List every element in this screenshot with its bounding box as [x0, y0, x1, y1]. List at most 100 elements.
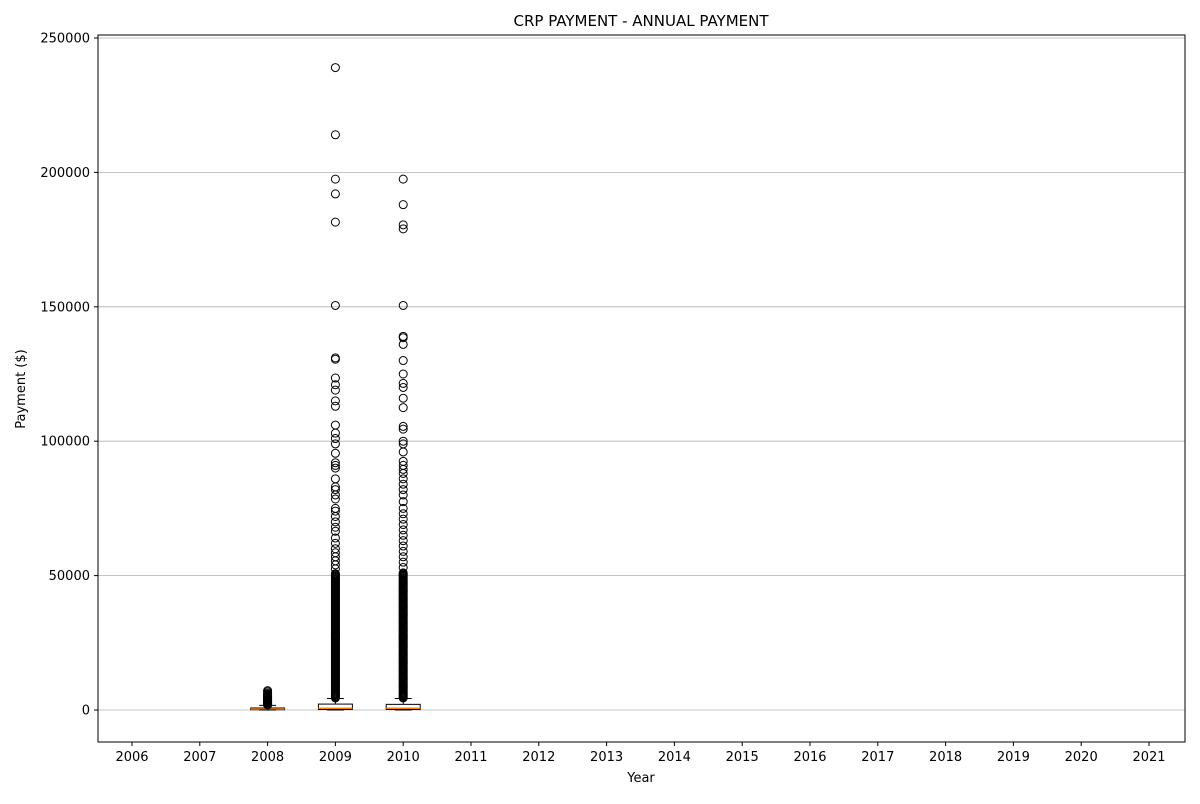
x-tick-label: 2016 [793, 750, 826, 765]
outlier-point [398, 339, 408, 349]
outlier-point [330, 63, 340, 73]
outlier-point [330, 533, 340, 543]
outlier-point [330, 354, 340, 364]
y-tick-label: 150000 [40, 300, 90, 315]
y-tick-label: 250000 [40, 32, 90, 47]
x-tick-label: 2018 [929, 750, 962, 765]
x-tick-label: 2013 [590, 750, 623, 765]
outlier-point [398, 525, 408, 535]
x-tick-label: 2020 [1065, 750, 1098, 765]
x-tick-label: 2008 [251, 750, 284, 765]
outlier-point [398, 497, 408, 507]
outlier-point [398, 520, 408, 530]
outlier-point [398, 541, 408, 551]
outlier-point [330, 506, 340, 516]
x-tick-label: 2019 [997, 750, 1030, 765]
x-tick-label: 2009 [319, 750, 352, 765]
outlier-point [398, 546, 408, 556]
plot-frame [97, 34, 1186, 743]
x-tick-label: 2006 [115, 750, 148, 765]
outlier-point [398, 300, 408, 310]
outlier-point [398, 447, 408, 457]
outlier-point [330, 474, 340, 484]
outlier-point [330, 130, 340, 140]
outlier-point [330, 460, 340, 470]
outlier-point [330, 463, 340, 473]
outlier-point [330, 526, 340, 536]
outlier-point [330, 494, 340, 504]
outlier-point [330, 569, 340, 579]
outlier-point [398, 474, 408, 484]
x-tick-label: 2007 [183, 750, 216, 765]
x-tick-label: 2011 [454, 750, 487, 765]
outlier-point [330, 401, 340, 411]
outlier-point [398, 557, 408, 567]
outlier-point [398, 479, 408, 489]
x-tick-label: 2010 [387, 750, 420, 765]
outlier-point [330, 380, 340, 390]
outlier-point [398, 563, 408, 573]
outlier-point [330, 300, 340, 310]
x-axis-label: Year [626, 771, 655, 786]
outlier-point [330, 396, 340, 406]
y-axis-label: Payment ($) [14, 349, 29, 428]
outlier-point [398, 403, 408, 413]
plot-area: 0 50000 100000 150000 200000 250000 2006 2007 20… [40, 32, 1186, 765]
outlier-point [398, 464, 408, 474]
outlier-point [398, 382, 408, 392]
outlier-point [330, 428, 340, 438]
x-tick-label: 2017 [861, 750, 894, 765]
outlier-point [330, 217, 340, 227]
outlier-point [398, 369, 408, 379]
chart-title: CRP PAYMENT - ANNUAL PAYMENT [513, 12, 769, 30]
outlier-point [398, 490, 408, 500]
outlier-point [330, 420, 340, 430]
outlier-point [330, 439, 340, 449]
outlier-point [398, 509, 408, 519]
outlier-point [330, 373, 340, 383]
outlier-point [263, 686, 273, 696]
outlier-point [398, 174, 408, 184]
outlier-point [330, 434, 340, 444]
outlier-point [398, 200, 408, 210]
outlier-point [330, 385, 340, 395]
x-tick-label: 2012 [522, 750, 555, 765]
x-tick-label: 2014 [658, 750, 691, 765]
outlier-point [398, 568, 408, 578]
outlier-point [398, 393, 408, 403]
outlier-point [398, 424, 408, 434]
outlier-point [398, 333, 408, 343]
outlier-point [330, 448, 340, 458]
outlier-point [398, 436, 408, 446]
y-tick-label: 200000 [40, 166, 90, 181]
outlier-point [398, 552, 408, 562]
x-tick-label: 2015 [726, 750, 759, 765]
outlier-point [330, 174, 340, 184]
outlier-point [398, 356, 408, 366]
outlier-point [330, 458, 340, 468]
y-tick-label: 0 [82, 704, 90, 719]
outlier-point [330, 564, 340, 574]
x-tick-label: 2021 [1132, 750, 1165, 765]
y-tick-label: 50000 [49, 569, 90, 584]
outlier-point [398, 468, 408, 478]
outlier-point [330, 485, 340, 495]
outlier-point [330, 511, 340, 521]
outlier-point [330, 522, 340, 532]
outlier-point [330, 538, 340, 548]
outlier-point [330, 490, 340, 500]
outlier-point [330, 560, 340, 570]
y-tick-label: 100000 [40, 435, 90, 450]
outlier-point [330, 189, 340, 199]
outlier-point [398, 503, 408, 513]
outlier-point [398, 421, 408, 431]
outlier-point [398, 485, 408, 495]
outlier-point [398, 536, 408, 546]
outlier-point [398, 514, 408, 524]
outlier-point [330, 517, 340, 527]
outlier-point [398, 378, 408, 388]
outlier-point [398, 220, 408, 230]
outlier-point [398, 224, 408, 234]
